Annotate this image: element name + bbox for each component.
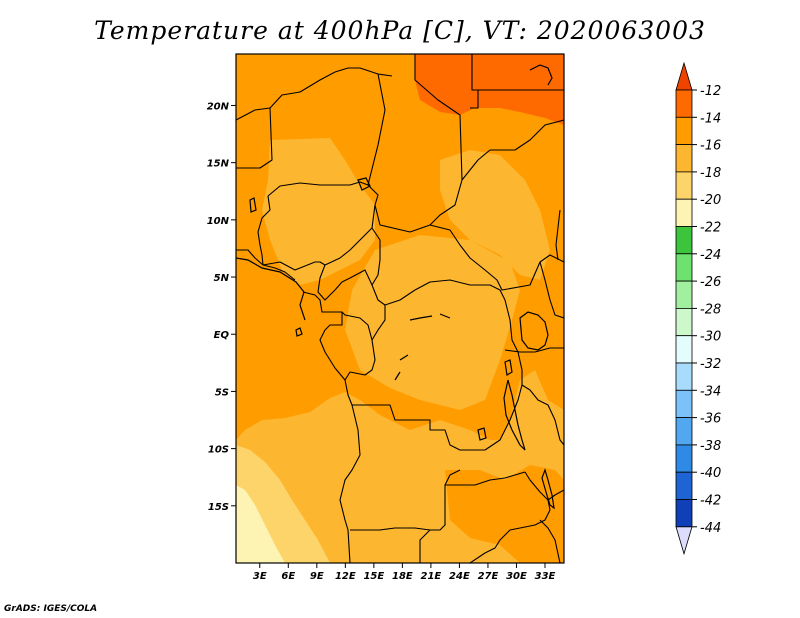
colorbar-swatch [675, 444, 693, 473]
lat-tick-label: 15S [208, 502, 229, 513]
colorbar-label: -14 [700, 111, 721, 126]
field-patch-lighter-center [345, 235, 520, 410]
map-frame [235, 53, 565, 564]
colorbar-swatch [675, 280, 693, 309]
lat-tick-label: EQ [214, 330, 230, 341]
colorbar-label: -32 [700, 357, 721, 372]
colorbar-top-arrow [675, 61, 693, 91]
river-congo-marks [394, 313, 451, 381]
colorbar-label: -44 [700, 521, 721, 536]
island-bioko [295, 327, 303, 337]
colorbar-swatch [675, 307, 693, 337]
lat-tick-label: 5S [215, 387, 229, 398]
map-title: Temperature at 400hPa [C], VT: 202006300… [94, 16, 706, 45]
colorbar-swatch [675, 335, 693, 364]
lake-volta-outline [249, 197, 257, 213]
lake-kivu-outline [504, 359, 513, 376]
colorbar-label: -30 [700, 330, 721, 345]
colorbar-label: -36 [700, 412, 721, 427]
colorbar-swatch [675, 89, 693, 118]
lake-chad-outline [357, 177, 371, 191]
coastline-west [236, 257, 306, 321]
colorbar-swatch [675, 417, 693, 446]
colorbar-label: -38 [700, 439, 721, 454]
lon-tick-label: 21E [421, 571, 442, 582]
colorbar-label: -20 [700, 193, 721, 208]
colorbar-swatch [675, 116, 693, 146]
lake-mweru-outline [477, 427, 487, 441]
colorbar-label: -22 [700, 221, 721, 236]
colorbar-swatch [675, 253, 693, 282]
country-borders [236, 54, 564, 563]
lakes-coastlines [236, 64, 555, 510]
colorbar-swatch [675, 171, 693, 200]
lake-malawi-outline [541, 468, 555, 510]
colorbar-label: -16 [700, 139, 721, 154]
colorbar-swatch [675, 362, 693, 391]
lon-tick-label: 30E [506, 571, 527, 582]
colorbar-swatch [675, 389, 693, 418]
colorbar-swatch [675, 198, 693, 227]
colorbar-label: -24 [700, 248, 721, 263]
lon-tick-label: 33E [535, 571, 556, 582]
colorbar-label: -42 [700, 494, 721, 509]
lon-tick-label: 9E [310, 571, 324, 582]
field-band-pale-yellow [236, 485, 285, 563]
lon-tick-label: 3E [253, 571, 267, 582]
colorbar-label: -34 [700, 384, 721, 399]
colorbar-swatch [675, 499, 693, 528]
colorbar-label: -18 [700, 166, 721, 181]
lon-tick-label: 15E [363, 571, 384, 582]
colorbar-label: -28 [700, 302, 721, 317]
lat-tick-label: 20N [207, 101, 230, 112]
colorbar-swatch [675, 471, 693, 500]
lat-tick-label: 15N [207, 159, 230, 170]
lat-tick-label: 5N [214, 273, 230, 284]
lon-tick-label: 24E [449, 571, 470, 582]
lon-tick-label: 27E [478, 571, 499, 582]
lat-tick-label: 10S [208, 445, 229, 456]
colorbar-swatch [675, 144, 693, 173]
red-sea-coast [529, 64, 553, 86]
temperature-field [236, 54, 564, 563]
lat-tick-label: 10N [207, 216, 230, 227]
colorbar-bottom-arrow [675, 526, 693, 556]
colorbar: -12 -14 -16 -18 -20 -22 -24 -26 -28 -30 -32 -34 -36 -… [675, 61, 721, 556]
lon-axis: 3E 6E 9E 12E 15E 18E 21E 24E 27E 30E 33E [253, 563, 556, 582]
field-patch-lighter-north [262, 138, 375, 285]
lake-tanganyika-outline [503, 379, 526, 451]
lon-tick-label: 18E [392, 571, 413, 582]
colorbar-label: -12 [700, 84, 721, 99]
credit-label: GrADS: IGES/COLA [4, 604, 98, 614]
field-patch-lighter-east [440, 150, 550, 280]
colorbar-label: -26 [700, 275, 721, 290]
field-band-south-orange [445, 465, 564, 563]
colorbar-swatch [675, 226, 693, 255]
colorbar-label: -40 [700, 466, 721, 481]
lon-tick-label: 12E [335, 571, 356, 582]
lat-axis: 20N 15N 10N 5N EQ 5S 10S 15S [207, 101, 236, 513]
lake-victoria-outline [519, 311, 549, 351]
lon-tick-label: 6E [281, 571, 295, 582]
